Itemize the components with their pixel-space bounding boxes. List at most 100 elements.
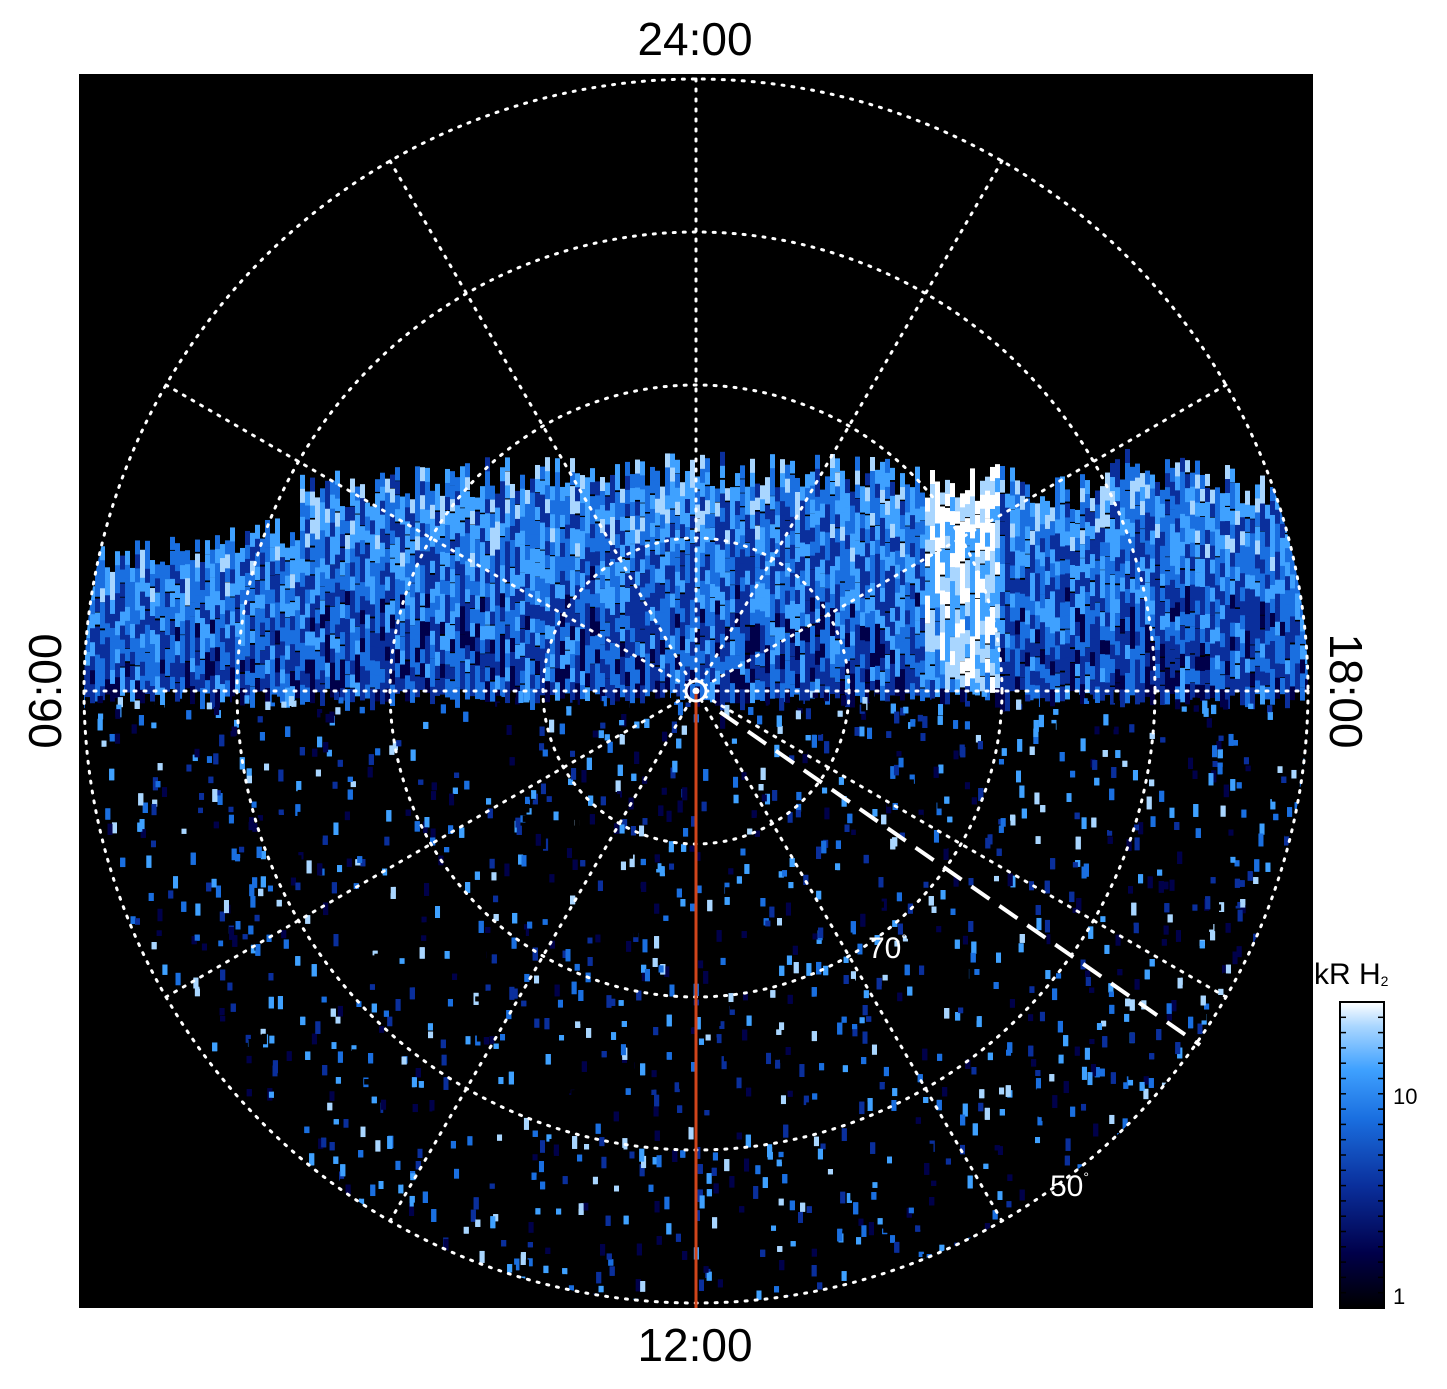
emission-pixel: [1080, 530, 1085, 545]
emission-pixel: [900, 571, 905, 593]
emission-pixel: [105, 595, 110, 617]
emission-pixel: [1180, 499, 1185, 516]
emission-pixel: [765, 575, 770, 597]
emission-pixel: [420, 537, 425, 553]
emission-pixel: [820, 545, 825, 561]
emission-pixel: [565, 510, 570, 529]
emission-pixel: [1020, 481, 1025, 503]
emission-pixel: [380, 542, 385, 558]
emission-pixel: [560, 528, 565, 551]
emission-pixel: [135, 680, 140, 699]
emission-pixel: [1010, 635, 1015, 656]
emission-pixel: [790, 684, 795, 697]
emission-pixel: [320, 516, 325, 533]
emission-pixel: [1175, 532, 1180, 551]
emission-pixel: [120, 681, 125, 696]
emission-pixel: [970, 580, 975, 593]
emission-pixel: [510, 623, 515, 646]
emission-pixel: [1225, 507, 1230, 525]
emission-pixel: [170, 536, 175, 550]
emission-pixel: [145, 680, 150, 694]
emission-pixel: [490, 513, 495, 531]
emission-pixel: [1135, 491, 1140, 506]
emission-pixel: [1095, 658, 1100, 678]
emission-pixel: [970, 496, 975, 516]
emission-pixel: [345, 563, 350, 580]
emission-pixel: [335, 484, 340, 501]
emission-pixel: [685, 625, 690, 647]
emission-pixel: [715, 684, 720, 706]
emission-pixel: [90, 628, 95, 646]
emission-pixel: [250, 560, 255, 579]
emission-pixel: [835, 528, 840, 547]
emission-pixel: [250, 686, 255, 708]
emission-pixel: [360, 652, 365, 673]
emission-pixel: [915, 480, 920, 496]
emission-pixel: [675, 641, 680, 655]
emission-pixel: [700, 496, 705, 518]
emission-pixel: [930, 498, 935, 520]
emission-pixel: [235, 566, 240, 589]
emission-pixel: [985, 476, 990, 493]
emission-pixel: [555, 612, 560, 630]
emission-pixel: [795, 589, 800, 607]
emission-pixel: [700, 608, 705, 629]
emission-pixel: [300, 642, 305, 661]
emission-pixel: [355, 654, 360, 675]
emission-pixel: [855, 540, 860, 562]
emission-pixel: [375, 591, 380, 606]
emission-pixel: [260, 650, 265, 664]
emission-pixel: [1095, 518, 1100, 536]
emission-pixel: [760, 485, 765, 504]
emission-pixel: [1015, 494, 1020, 512]
emission-pixel: [1200, 530, 1205, 549]
emission-pixel: [550, 500, 555, 515]
emission-pixel: [265, 547, 270, 567]
emission-pixel: [950, 497, 955, 517]
emission-pixel: [830, 524, 835, 545]
emission-pixel: [675, 459, 680, 474]
emission-pixel: [875, 637, 880, 660]
emission-pixel: [1130, 662, 1135, 682]
emission-pixel: [1270, 556, 1275, 578]
emission-pixel: [995, 562, 1000, 575]
emission-pixel: [1195, 628, 1200, 644]
emission-pixel: [290, 532, 295, 549]
emission-pixel: [965, 630, 970, 645]
emission-pixel: [880, 671, 885, 690]
emission-pixel: [590, 678, 595, 692]
emission-pixel: [600, 491, 605, 513]
emission-pixel: [235, 552, 240, 573]
emission-pixel: [500, 565, 505, 586]
emission-pixel: [1205, 515, 1210, 534]
emission-pixel: [530, 632, 535, 651]
emission-pixel: [1205, 557, 1210, 577]
emission-pixel: [1290, 546, 1295, 564]
emission-pixel: [125, 648, 130, 662]
emission-pixel: [1225, 605, 1230, 621]
emission-pixel: [1285, 604, 1290, 623]
emission-pixel: [970, 664, 975, 681]
emission-pixel: [885, 514, 890, 531]
emission-pixel: [350, 492, 355, 506]
emission-pixel: [1245, 602, 1250, 617]
emission-pixel: [565, 678, 570, 694]
emission-pixel: [315, 511, 320, 533]
emission-pixel: [1125, 659, 1130, 678]
emission-pixel: [1290, 602, 1295, 624]
emission-pixel: [460, 494, 465, 508]
emission-pixel: [575, 543, 580, 557]
emission-pixel: [85, 638, 90, 655]
emission-pixel: [730, 599, 735, 613]
emission-pixel: [600, 631, 605, 645]
emission-pixel: [615, 590, 620, 604]
emission-pixel: [545, 471, 550, 490]
emission-pixel: [1215, 641, 1220, 660]
emission-pixel: [765, 505, 770, 524]
emission-pixel: [815, 496, 820, 519]
emission-pixel: [710, 569, 715, 585]
emission-pixel: [570, 682, 575, 703]
emission-pixel: [590, 594, 595, 607]
emission-pixel: [150, 560, 155, 580]
emission-pixel: [345, 605, 350, 621]
